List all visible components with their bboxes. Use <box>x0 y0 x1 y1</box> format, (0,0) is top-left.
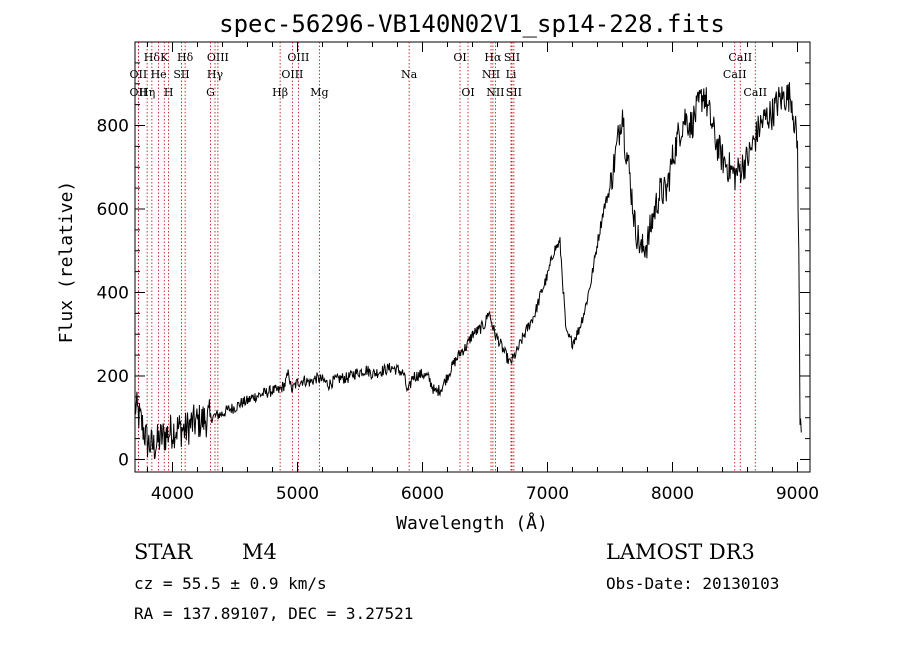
x-tick-label: 5000 <box>276 484 319 504</box>
line-marker-label: OIII <box>287 51 309 64</box>
obs-date: Obs-Date: 20130103 <box>606 574 780 593</box>
y-tick-label: 600 <box>97 200 129 220</box>
redshift-cz: cz = 55.5 ± 0.9 km/s <box>134 574 327 593</box>
line-marker-label: SII <box>506 86 522 99</box>
y-tick-label: 400 <box>97 283 129 303</box>
x-axis-label: Wavelength (Å) <box>396 512 548 534</box>
line-marker-label: Hδ <box>144 51 161 64</box>
line-marker-label: NII <box>486 86 504 99</box>
line-marker-label: Hδ <box>177 51 194 64</box>
line-marker-label: Hγ <box>207 68 224 81</box>
chart-title: spec-56296-VB140N02V1_sp14-228.fits <box>219 10 725 38</box>
spectrum-series <box>134 82 802 460</box>
line-marker-label: Hη <box>139 86 155 99</box>
survey-name: LAMOST DR3 <box>606 540 755 564</box>
line-marker-label: G <box>206 86 215 99</box>
line-marker-label: NII <box>482 68 500 81</box>
line-marker-label: He <box>151 68 167 81</box>
line-marker-label: CaII <box>743 86 767 99</box>
line-marker-label: Na <box>401 68 418 81</box>
y-tick-label: 0 <box>118 450 129 470</box>
line-marker-label: OIII <box>281 68 303 81</box>
object-class: STAR <box>134 540 193 564</box>
axis-ticks: 4000 5000 6000 7000 8000 9000 0 200 400 600 800 <box>97 42 819 504</box>
y-axis-label: Flux (relative) <box>56 181 77 344</box>
x-tick-label: 8000 <box>651 484 694 504</box>
line-marker-label: CaII <box>723 68 747 81</box>
line-marker-label: Hα <box>484 51 502 64</box>
line-marker-label: OI <box>461 86 474 99</box>
y-tick-label: 800 <box>97 116 129 136</box>
line-marker-label: OIII <box>207 51 229 64</box>
x-tick-label: 9000 <box>776 484 819 504</box>
line-marker-label: Mg <box>310 86 328 99</box>
x-tick-label: 7000 <box>526 484 569 504</box>
line-marker-label: CaII <box>728 51 752 64</box>
subclass: M4 <box>242 540 277 564</box>
line-marker-label: SII <box>504 51 520 64</box>
line-marker-label: OII <box>130 86 148 99</box>
line-marker-label: K <box>160 51 169 64</box>
line-marker-label: OI <box>453 51 466 64</box>
x-tick-label: 4000 <box>151 484 194 504</box>
x-tick-label: 6000 <box>401 484 444 504</box>
line-marker-label: Hβ <box>272 86 288 99</box>
plot-frame <box>134 41 811 473</box>
line-marker-label: SII <box>173 68 189 81</box>
spectrum-line <box>134 82 802 460</box>
y-tick-label: 200 <box>97 367 129 387</box>
line-marker-label: Li <box>506 68 517 81</box>
line-marker-label: H <box>164 86 174 99</box>
ra-dec: RA = 137.89107, DEC = 3.27521 <box>134 604 414 623</box>
